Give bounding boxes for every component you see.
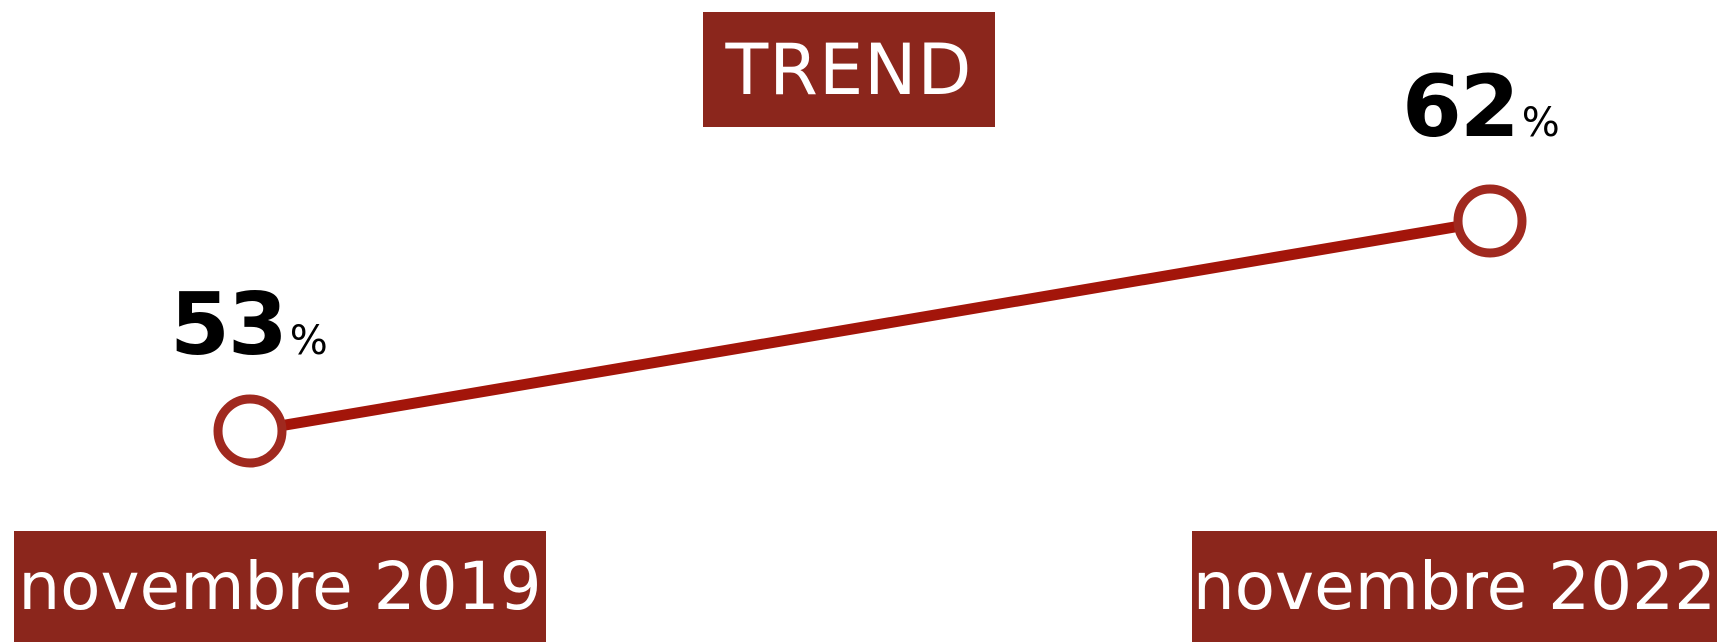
category-label-2019: novembre 2019: [14, 531, 546, 642]
chart-marks: 53 %62%: [170, 57, 1560, 468]
data-point-marker-0: [213, 394, 287, 468]
series-line: [244, 215, 1496, 437]
category-label-2022: novembre 2022: [1192, 531, 1717, 642]
data-label-1: 62%: [1402, 57, 1560, 157]
chart-title: TREND: [703, 12, 995, 127]
data-label-unit-0: %: [290, 318, 328, 364]
data-label-unit-1: %: [1522, 100, 1560, 146]
data-label-value-0: 53: [170, 275, 286, 375]
data-label-0: 53%: [170, 275, 328, 375]
data-point-marker-1: [1453, 184, 1527, 258]
data-label-value-1: 62: [1402, 57, 1518, 157]
